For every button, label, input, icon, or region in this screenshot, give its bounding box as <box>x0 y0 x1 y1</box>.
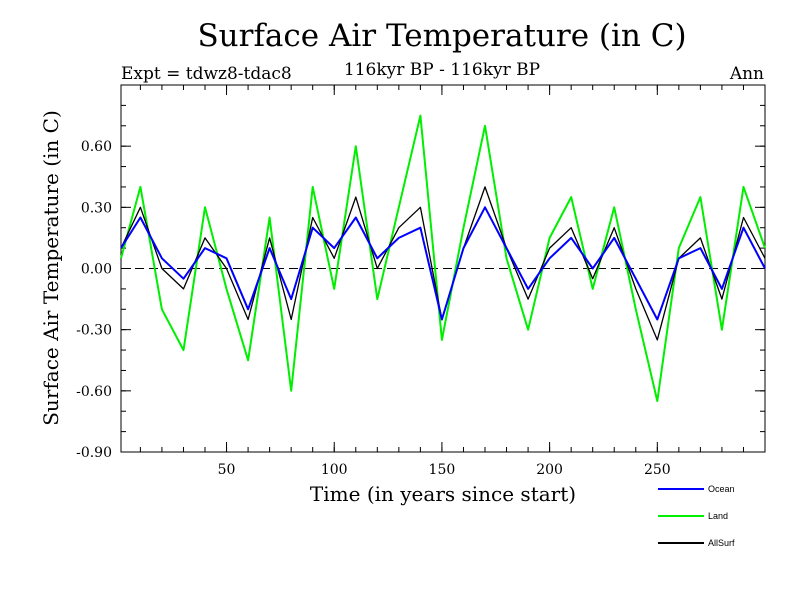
y-tick-label: -0.30 <box>76 323 112 339</box>
series-line-ocean <box>120 206 766 321</box>
chart-title: Surface Air Temperature (in C) <box>197 18 687 54</box>
series-line-land <box>120 114 766 402</box>
y-tick-label: 0.30 <box>81 200 112 216</box>
season-label: Ann <box>729 64 764 84</box>
y-tick-label: -0.90 <box>76 445 112 461</box>
legend-label-ocean: Ocean <box>708 484 735 494</box>
y-tick-label: 0.60 <box>81 139 112 155</box>
legend-label-allsurf: AllSurf <box>708 538 735 548</box>
axis-ticks: 0.60 0.30 0.00 -0.30 -0.60 -0.90 50 100 150 200 25… <box>76 84 765 478</box>
series-layer <box>120 114 766 402</box>
y-tick-label: 0.00 <box>81 262 112 278</box>
x-tick-label: 250 <box>644 462 671 478</box>
x-tick-label: 200 <box>536 462 563 478</box>
x-tick-label: 100 <box>321 462 348 478</box>
legend: Ocean Land AllSurf <box>658 484 735 548</box>
y-tick-label: -0.60 <box>76 384 112 400</box>
x-tick-label: 150 <box>429 462 456 478</box>
y-axis-title: Surface Air Temperature (in C) <box>39 110 63 426</box>
x-axis-title: Time (in years since start) <box>310 482 576 506</box>
legend-label-land: Land <box>708 511 728 521</box>
x-tick-label: 50 <box>218 462 236 478</box>
experiment-label: Expt = tdwz8-tdac8 <box>121 64 292 84</box>
period-label: 116kyr BP - 116kyr BP <box>343 60 541 80</box>
